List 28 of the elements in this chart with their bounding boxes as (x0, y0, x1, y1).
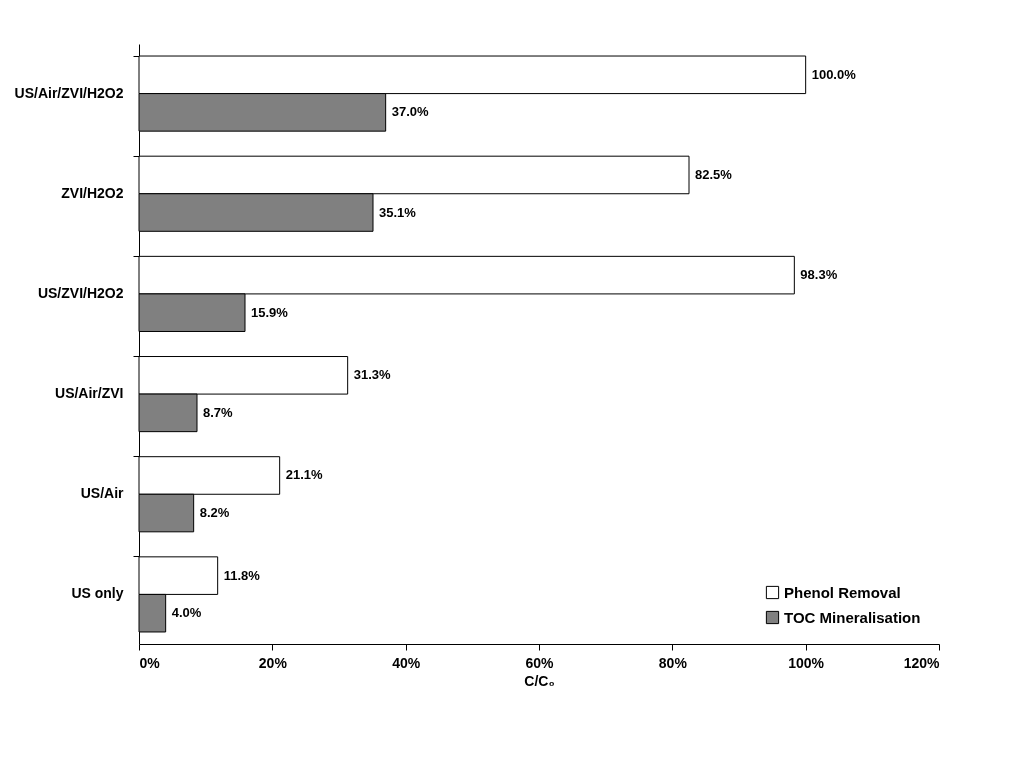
y-tick-label: US only (71, 585, 124, 602)
data-label: 35.1% (379, 204, 417, 220)
data-label: 4.0% (171, 605, 202, 621)
data-label: 11.8% (223, 567, 261, 583)
data-label: 100.0% (811, 66, 857, 82)
data-label: 8.2% (199, 505, 230, 521)
x-tick-label: 100% (788, 654, 825, 671)
data-label: 8.7% (203, 404, 234, 420)
data-label: 37.0% (391, 104, 429, 120)
x-tick-label: 0% (139, 654, 161, 671)
y-tick-label: ZVI/H2O2 (61, 184, 124, 201)
data-label: 15.9% (251, 304, 289, 320)
legend-label: Phenol Removal (784, 583, 901, 601)
x-tick-label: 80% (658, 654, 688, 671)
data-label: 98.3% (800, 267, 838, 283)
x-tick-label: 120% (903, 654, 941, 671)
data-label: 82.5% (695, 166, 733, 182)
data-label: 21.1% (285, 467, 323, 483)
y-tick-label: US/Air (80, 485, 125, 502)
y-tick-label: US/Air/ZVI (55, 385, 124, 402)
data-label: 31.3% (353, 367, 391, 383)
x-axis-title: C/C₀ (524, 672, 555, 689)
y-tick-label: US/Air/ZVI/H2O2 (14, 84, 124, 101)
x-tick-label: 20% (258, 654, 288, 671)
x-tick-label: 60% (525, 654, 555, 671)
y-tick-label: US/ZVI/H2O2 (37, 284, 124, 301)
x-tick-label: 40% (392, 654, 421, 671)
legend-label: TOC Mineralisation (784, 608, 921, 626)
